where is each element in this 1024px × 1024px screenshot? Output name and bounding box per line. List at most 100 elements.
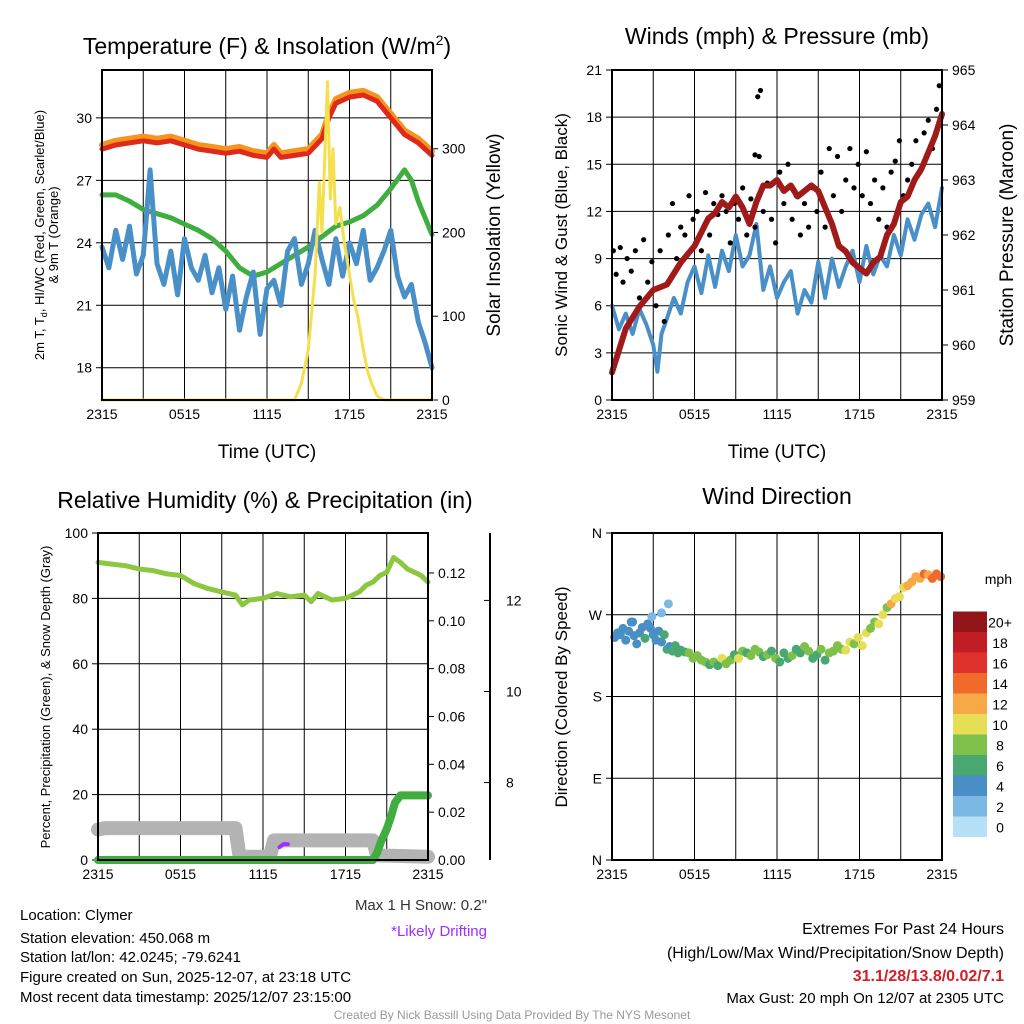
colorbar-swatch xyxy=(953,652,987,673)
colorbar-label: 4 xyxy=(996,779,1004,795)
gust-point xyxy=(707,232,713,238)
gust-point xyxy=(913,138,919,144)
y-tick-label: E xyxy=(593,770,602,786)
temp-xlabel: Time (UTC) xyxy=(218,442,317,463)
direction-point xyxy=(647,612,657,622)
gust-point xyxy=(678,224,684,230)
gust-point xyxy=(851,185,857,191)
elevation-text: Station elevation: 450.068 m xyxy=(20,930,210,947)
plot-border xyxy=(611,69,943,401)
colorbar-swatch xyxy=(953,734,987,755)
direction-point xyxy=(657,637,666,647)
y-tick-label: N xyxy=(592,525,602,541)
gust-point xyxy=(834,153,841,160)
gust-point xyxy=(624,255,630,262)
gust-point xyxy=(777,169,783,175)
gust-point xyxy=(628,268,634,274)
y-tick-label: 24 xyxy=(76,235,92,251)
gust-point xyxy=(613,271,619,277)
gust-point xyxy=(690,216,696,222)
y-tick-label: 21 xyxy=(76,297,92,313)
direction-point xyxy=(775,657,785,667)
direction-point xyxy=(640,633,650,643)
x-tick-label: 1115 xyxy=(762,406,791,422)
gust-point xyxy=(822,224,828,230)
gust-point xyxy=(669,200,676,207)
dir-title: Wind Direction xyxy=(702,483,852,509)
y-tick-label: 27 xyxy=(76,172,92,188)
direction-point xyxy=(767,646,776,656)
colorbar-swatch xyxy=(953,673,987,694)
direction-point xyxy=(621,635,631,645)
y2-tick-label: 962 xyxy=(952,227,976,243)
y2-tick-label: 0.12 xyxy=(438,565,465,581)
x-tick-label: 0515 xyxy=(679,406,710,422)
colorbar-unit: mph xyxy=(985,571,1012,587)
direction-point xyxy=(878,610,888,620)
colorbar: 0 2 4 6 8 10 12 14 16 18 20+ xyxy=(953,611,1012,837)
y2-tick-label: 961 xyxy=(952,282,976,298)
gust-point xyxy=(880,185,886,191)
gust-point xyxy=(719,193,725,199)
plot-border xyxy=(611,532,943,861)
y3-tick-label: 8 xyxy=(506,775,514,791)
direction-point xyxy=(816,644,826,654)
x-tick-label: 2315 xyxy=(926,406,957,422)
gust-point xyxy=(818,169,824,175)
direction-point xyxy=(820,655,830,665)
direction-point xyxy=(795,648,805,658)
y-tick-label: 3 xyxy=(594,345,602,361)
drifting-label: *Likely Drifting xyxy=(391,923,487,940)
gust-point xyxy=(826,145,832,152)
gust-point xyxy=(872,177,878,183)
y-tick-label: N xyxy=(592,852,602,868)
gust-point xyxy=(649,259,655,265)
y2-tick-label: 965 xyxy=(952,62,976,78)
y-tick-label: 18 xyxy=(76,360,92,376)
colorbar-label: 12 xyxy=(992,697,1008,713)
y2-tick-label: 0.00 xyxy=(438,852,465,868)
y2-tick-label: 959 xyxy=(952,392,976,408)
gust-point xyxy=(785,161,791,167)
gust-point xyxy=(839,208,845,215)
latlon-text: Station lat/lon: 42.0245; -79.6241 xyxy=(20,949,241,966)
colorbar-swatch xyxy=(953,714,987,735)
direction-point xyxy=(628,617,638,627)
y-tick-label: 40 xyxy=(72,721,88,737)
direction-point xyxy=(804,646,814,656)
gust-point xyxy=(686,193,692,199)
gust-point xyxy=(760,208,766,215)
extremes-subtitle: (High/Low/Max Wind/Precipitation/Snow De… xyxy=(667,945,1004,962)
y-tick-label: 20 xyxy=(72,787,88,803)
gust-point xyxy=(653,303,659,309)
colorbar-label: 18 xyxy=(992,635,1008,651)
direction-point xyxy=(657,608,666,618)
x-tick-label: 2315 xyxy=(596,406,627,422)
wind-xlabel: Time (UTC) xyxy=(728,442,827,463)
y-tick-label: 18 xyxy=(586,109,602,125)
y2-tick-label: 960 xyxy=(952,337,976,353)
colorbar-label: 0 xyxy=(996,820,1004,836)
x-tick-label: 0515 xyxy=(165,866,196,882)
plot-border xyxy=(97,532,429,861)
direction-point xyxy=(746,651,756,661)
x-tick-label: 1715 xyxy=(844,406,875,422)
gust-point xyxy=(925,117,931,123)
direction-point xyxy=(849,639,859,649)
x-tick-label: 0515 xyxy=(679,866,710,882)
x-tick-label: 1715 xyxy=(330,866,361,882)
temp-y2label: Solar Insolation (Yellow) xyxy=(484,133,505,336)
gust-point xyxy=(888,169,894,175)
x-tick-label: 2315 xyxy=(416,406,447,422)
gust-point xyxy=(694,208,700,215)
gust-point xyxy=(752,224,758,230)
colorbar-label: 10 xyxy=(992,717,1008,733)
y2-tick-label: 0.08 xyxy=(438,661,465,677)
x-tick-label: 1115 xyxy=(762,866,791,882)
plot-border xyxy=(101,69,433,401)
dir-ylabel: Direction (Colored By Speed) xyxy=(552,586,571,807)
gust-point xyxy=(657,248,663,254)
x-tick-label: 1115 xyxy=(248,866,277,882)
gust-point xyxy=(740,185,746,191)
colorbar-swatch xyxy=(953,796,987,817)
